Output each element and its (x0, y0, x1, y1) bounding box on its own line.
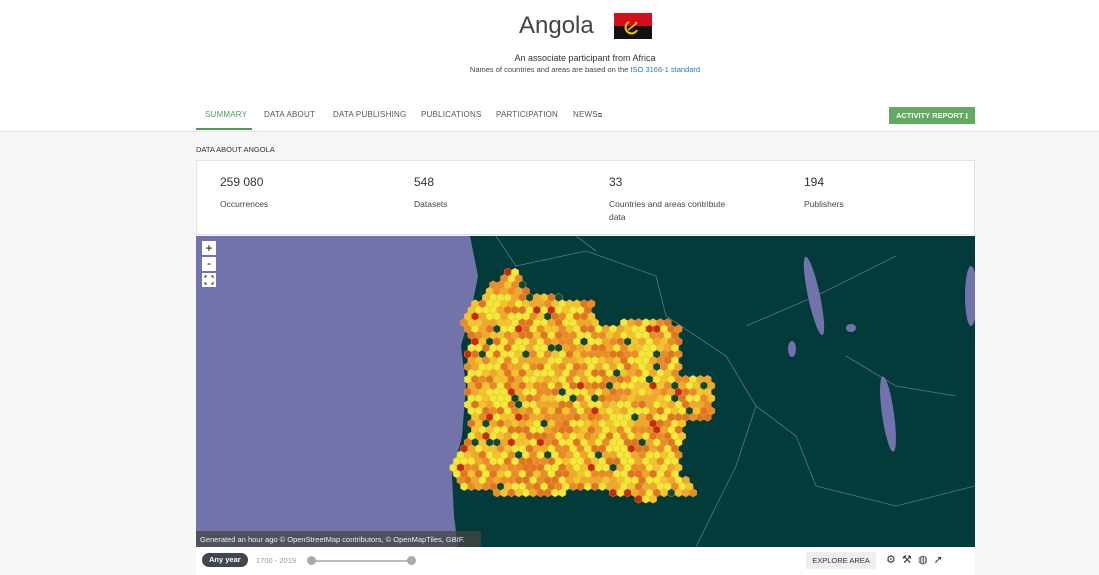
zoom-out-label: - (207, 256, 211, 270)
hex (703, 412, 712, 422)
hex (623, 488, 632, 498)
zoom-out[interactable] (202, 257, 216, 271)
hex (609, 488, 617, 498)
subtitle: An associate participant from Africa (514, 53, 656, 63)
tab[interactable]: DATA PUBLISHING (333, 110, 407, 119)
hex (522, 488, 530, 498)
year-range: 1700 - 2019 (256, 556, 297, 565)
hex (689, 488, 697, 498)
stat-value: 259 080 (220, 175, 264, 189)
hex (543, 488, 552, 498)
hex (674, 488, 683, 498)
section-title: DATA ABOUT ANGOLA (196, 145, 275, 154)
fullscreen[interactable] (202, 273, 216, 287)
hex (569, 482, 577, 491)
hex (689, 412, 697, 422)
stat-value: 548 (414, 175, 435, 189)
stats-card (196, 160, 975, 235)
stat: 548 Datasets (414, 175, 564, 211)
hex (696, 412, 705, 422)
attribution-bg (196, 531, 481, 547)
hex (474, 482, 483, 491)
tab[interactable]: PUBLICATIONS (421, 110, 482, 119)
hex (460, 482, 468, 491)
hex (529, 488, 537, 498)
tab[interactable]: NEWS⧉ (573, 110, 603, 119)
hex (591, 482, 599, 491)
iso-link[interactable]: ISO 3166-1 standard (630, 65, 701, 74)
tab-text: NEWS (573, 110, 598, 119)
hex (500, 488, 508, 498)
attribution: Generated an hour ago © OpenStreetMap co… (200, 535, 465, 544)
slider-handle[interactable] (407, 556, 416, 565)
hex (507, 488, 516, 498)
button-text: ACTIVITY REPORT (895, 111, 964, 120)
stat-label: Datasets (414, 199, 448, 209)
hex (616, 488, 625, 498)
stat-value: 33 (609, 175, 623, 189)
slider-handle[interactable] (307, 556, 316, 565)
tab-underline (196, 128, 252, 130)
stat-label: Publishers (804, 199, 844, 209)
hex (660, 488, 668, 498)
hex (598, 482, 607, 491)
occurrence-hexes (449, 267, 716, 504)
hex (649, 494, 657, 504)
hex (467, 482, 476, 491)
hex (482, 482, 490, 491)
hex (558, 488, 567, 498)
explore-area-button[interactable]: EXPLORE AREA (806, 552, 876, 569)
hex (583, 482, 592, 491)
note-text: Names of countries and areas are based o… (469, 65, 629, 74)
hex (536, 488, 545, 498)
borders (495, 236, 975, 547)
stat: 194 Publishers (804, 175, 954, 211)
slider-track (312, 560, 412, 562)
zoom-in-label: + (205, 241, 212, 255)
year-filter[interactable]: Any year (202, 553, 248, 567)
hex (493, 488, 501, 498)
hex (551, 488, 559, 498)
stat: 259 080 Occurrences (220, 175, 370, 211)
stat: 33 Countries and areas contribute data (609, 175, 744, 224)
lakes (788, 256, 975, 452)
hex (576, 482, 585, 491)
stat-label: Occurrences (220, 199, 269, 209)
hex (514, 488, 523, 498)
hex (642, 494, 650, 504)
country-title: Angola (519, 12, 594, 39)
map[interactable]: Generated an hour ago © OpenStreetMap co… (196, 236, 975, 547)
tab[interactable]: SUMMARY (205, 110, 248, 119)
activity-report-button[interactable]: ACTIVITY REPORT ⭳ (889, 107, 975, 124)
zoom-in[interactable] (202, 241, 216, 255)
hex (634, 494, 643, 504)
tab[interactable]: DATA ABOUT (264, 110, 316, 119)
flag (614, 13, 652, 39)
hex (681, 488, 690, 498)
hex (667, 488, 676, 498)
zoom-controls: + - (202, 241, 216, 287)
tab[interactable]: PARTICIPATION (496, 110, 559, 119)
note: Names of countries and areas are based o… (0, 65, 1099, 74)
map-toolbar: Any year 1700 - 2019 EXPLORE AREA ⚙ ⚒ ◍ … (196, 547, 975, 575)
header: Angola An associate participant from Afr… (0, 0, 1099, 132)
stat-value: 194 (804, 175, 825, 189)
tool-icons[interactable]: ⚙ ⚒ ◍ ➚ (886, 554, 943, 566)
stat-label: Countries and areas contribute data (609, 199, 726, 222)
